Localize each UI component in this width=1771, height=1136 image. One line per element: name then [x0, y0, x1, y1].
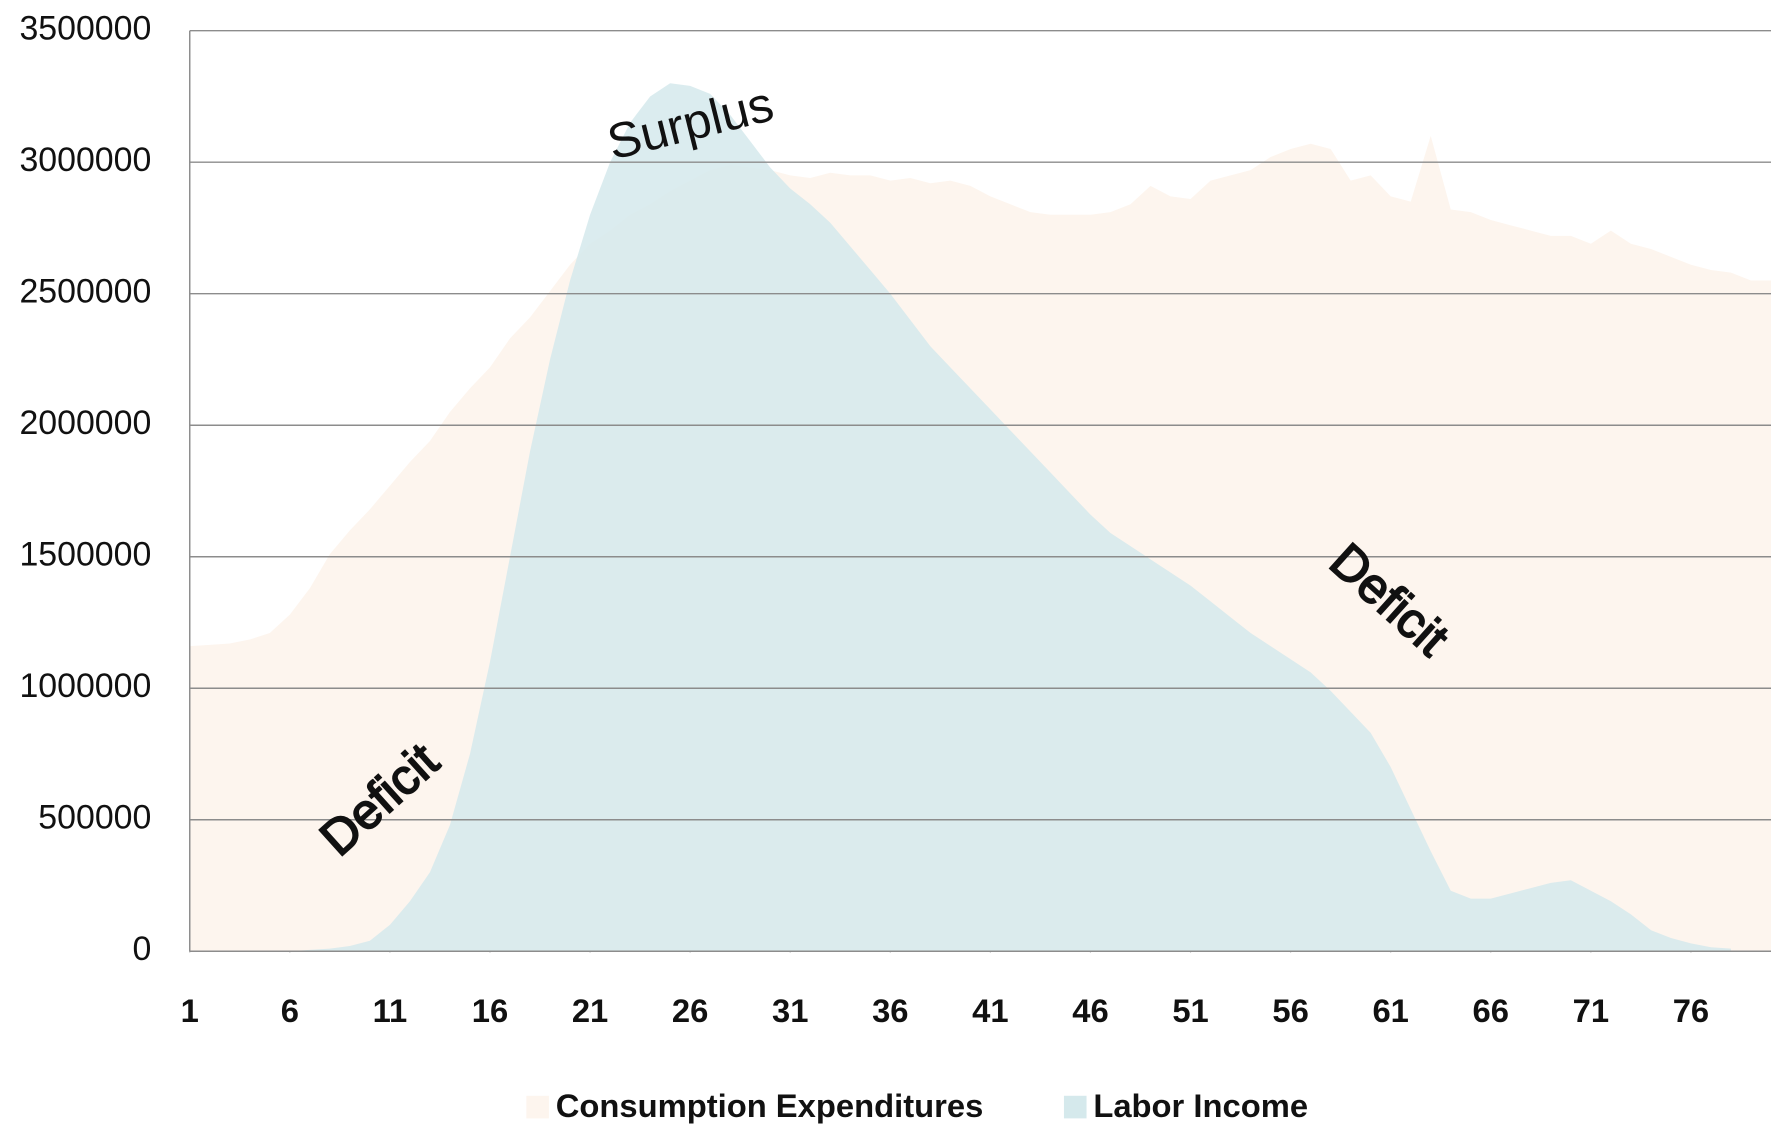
- legend-label: Labor Income: [1093, 1087, 1308, 1124]
- y-tick-label: 3000000: [19, 141, 151, 179]
- x-tick-label: 56: [1272, 992, 1308, 1029]
- x-tick-label: 6: [281, 992, 299, 1029]
- y-tick-label: 0: [133, 930, 152, 968]
- area: [189, 83, 1731, 952]
- legend-swatch: [526, 1095, 549, 1119]
- y-tick-label: 500000: [38, 799, 151, 837]
- x-tick-label: 1: [181, 992, 199, 1029]
- y-tick-label: 2000000: [19, 404, 151, 442]
- x-tick-label: 41: [972, 992, 1008, 1029]
- x-tick-label: 21: [572, 992, 608, 1029]
- legend-label: Consumption Expenditures: [556, 1087, 984, 1124]
- x-tick-label: 71: [1573, 992, 1609, 1029]
- x-tick-label: 31: [772, 992, 808, 1029]
- x-tick-label: 11: [373, 992, 408, 1029]
- x-tick-label: 26: [672, 992, 708, 1029]
- x-tick-label: 16: [472, 992, 508, 1029]
- legend-item: Labor Income: [1063, 1087, 1308, 1124]
- y-tick-label: 2500000: [19, 273, 151, 311]
- x-tick-label: 36: [872, 992, 908, 1029]
- x-tick-label: 46: [1072, 992, 1108, 1029]
- x-tick-label: 76: [1673, 992, 1709, 1029]
- x-tick-label: 61: [1372, 992, 1408, 1029]
- x-tick-label: 51: [1172, 992, 1208, 1029]
- legend-swatch: [1063, 1095, 1087, 1119]
- x-tick-label: 66: [1473, 992, 1509, 1029]
- y-tick-label: 3500000: [19, 10, 151, 48]
- legend-item: Consumption Expenditures: [526, 1087, 983, 1124]
- y-tick-label: 1000000: [19, 667, 151, 705]
- y-tick-label: 1500000: [19, 536, 151, 574]
